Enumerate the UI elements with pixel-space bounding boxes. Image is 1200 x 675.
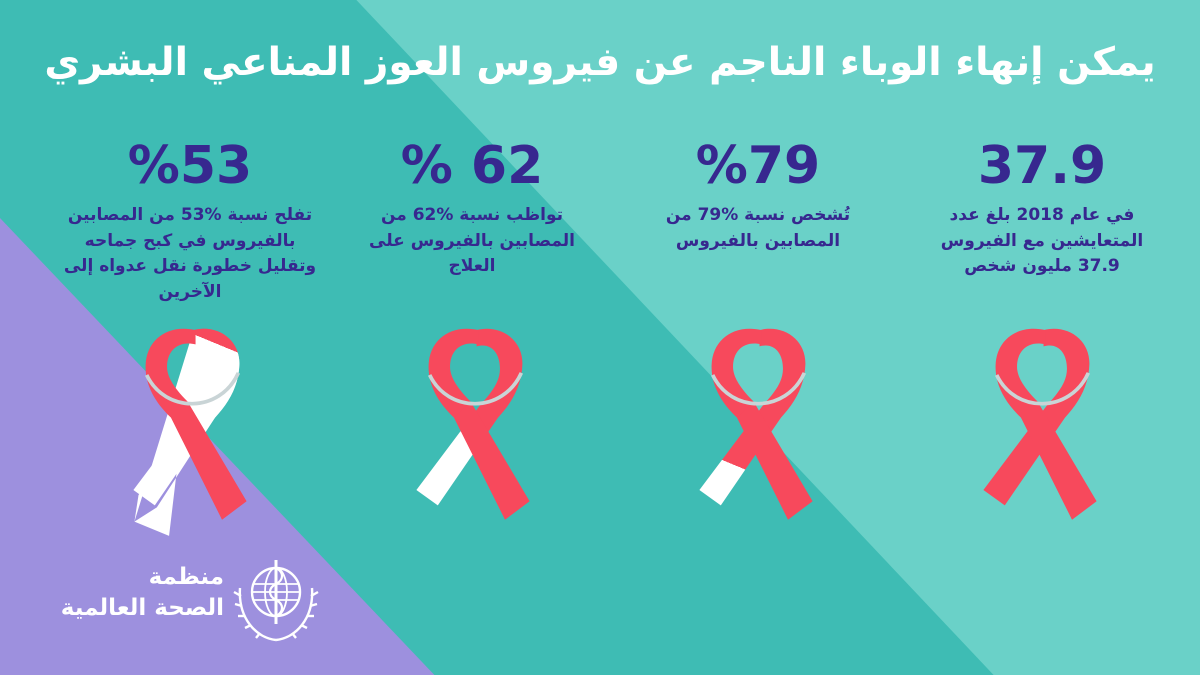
who-name-line1: منظمة bbox=[148, 564, 224, 590]
awareness-ribbon-icon-62 bbox=[416, 328, 530, 520]
page-title: يمكن إنهاء الوباء الناجم عن فيروس العوز … bbox=[44, 40, 1156, 85]
awareness-ribbon-icon-53 bbox=[133, 328, 247, 536]
who-name: منظمة الصحة العالمية bbox=[34, 562, 224, 624]
who-name-line2: الصحة العالمية bbox=[60, 595, 224, 622]
stat-column-62: % 62 تواظب نسبة %62 من المصابين بالفيروس… bbox=[357, 136, 587, 280]
stat-description-79: تُشخص نسبة %79 من المصابين بالفيروس bbox=[665, 205, 851, 251]
awareness-ribbon-icon-79 bbox=[699, 328, 813, 520]
awareness-ribbon-icon-37-9 bbox=[983, 328, 1097, 520]
stat-description-53: تفلح نسبة %53 من المصابين بالفيروس في كب… bbox=[63, 205, 317, 302]
stat-description-62: تواظب نسبة %62 من المصابين بالفيروس على … bbox=[369, 205, 575, 277]
stat-column-79: %79 تُشخص نسبة %79 من المصابين بالفيروس bbox=[643, 136, 873, 254]
stat-value-37-9: 37.9 bbox=[977, 136, 1107, 196]
stat-column-37-9: 37.9 في عام 2018 بلغ عدد المتعايشين مع ا… bbox=[922, 136, 1162, 280]
stat-value-62: % 62 bbox=[400, 136, 544, 196]
stat-value-53: %53 bbox=[127, 136, 253, 196]
who-logo: منظمة الصحة العالمية bbox=[30, 552, 320, 652]
stat-description-37-9: في عام 2018 بلغ عدد المتعايشين مع الفيرو… bbox=[940, 205, 1144, 277]
who-emblem-icon bbox=[233, 560, 319, 642]
stat-value-79: %79 bbox=[695, 136, 821, 196]
stat-column-53: %53 تفلح نسبة %53 من المصابين بالفيروس ف… bbox=[55, 136, 325, 305]
